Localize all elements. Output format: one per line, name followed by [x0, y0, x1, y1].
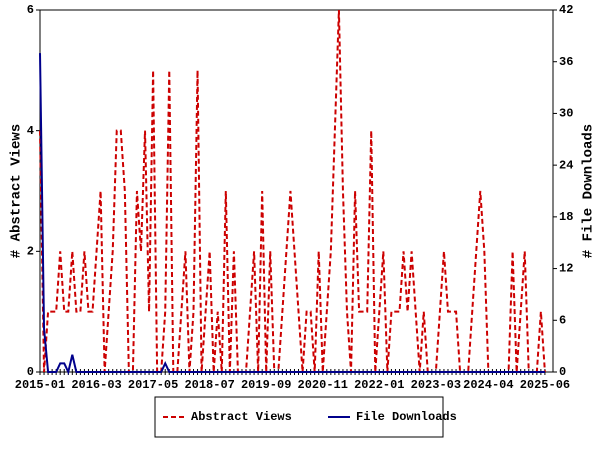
y2-tick-label: 24: [559, 158, 573, 172]
x-tick-label: 2015-01: [15, 378, 65, 392]
x-tick-label: 2019-09: [241, 378, 291, 392]
plot-frame: [39, 9, 554, 373]
legend-box: [154, 396, 444, 438]
y2-tick-label: 36: [559, 55, 573, 69]
y-tick-label: 6: [27, 3, 34, 17]
y2-tick-label: 12: [559, 262, 573, 276]
y-axis-label: # Abstract Views: [9, 124, 25, 258]
y-tick-label: 2: [27, 245, 34, 259]
x-tick-label: 2018-07: [184, 378, 234, 392]
x-tick-label: 2016-03: [71, 378, 121, 392]
y2-axis-label: # File Downloads: [581, 124, 597, 258]
y2-tick-label: 42: [559, 3, 573, 17]
y2-tick-label: 18: [559, 210, 573, 224]
x-tick-label: 2017-05: [128, 378, 178, 392]
x-tick-label: 2024-04: [463, 378, 513, 392]
x-tick-label: 2023-03: [411, 378, 461, 392]
x-tick-label: 2020-11: [298, 378, 348, 392]
x-tick-label: 2022-01: [354, 378, 404, 392]
series-line: [39, 9, 546, 373]
y2-tick-label: 0: [559, 365, 566, 379]
x-tick-label: 2025-06: [520, 378, 570, 392]
legend-label: Abstract Views: [191, 410, 292, 424]
y2-tick-label: 30: [559, 107, 573, 121]
series-line: [39, 53, 545, 376]
y2-tick-label: 6: [559, 313, 566, 327]
legend-label: File Downloads: [356, 410, 457, 424]
y-tick-label: 4: [27, 124, 34, 138]
y-tick-label: 0: [27, 365, 34, 379]
